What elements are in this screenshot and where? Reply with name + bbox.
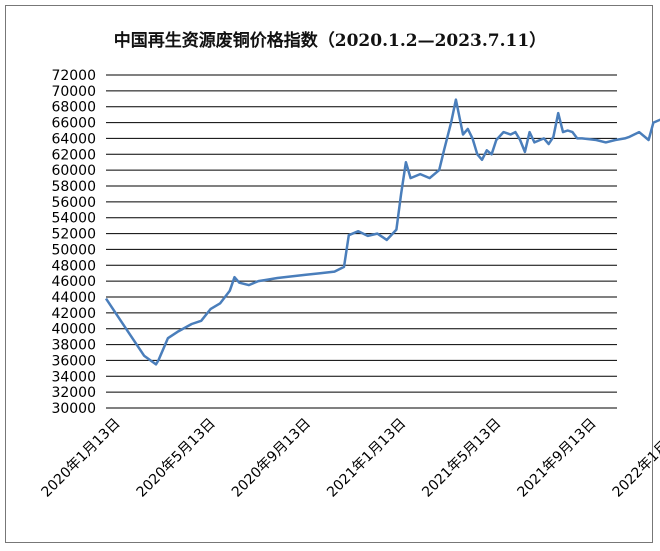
y-tick-label: 52000 (51, 227, 96, 243)
x-tick-label: 2021年1月13日 (324, 416, 409, 501)
y-tick-label: 38000 (51, 338, 96, 354)
y-tick-label: 44000 (51, 290, 96, 306)
y-tick-label: 34000 (51, 369, 96, 385)
y-tick-label: 40000 (51, 322, 96, 338)
y-tick-label: 50000 (51, 242, 96, 258)
x-tick-label: 2020年5月13日 (134, 416, 219, 501)
y-tick-label: 70000 (51, 84, 96, 100)
y-tick-label: 36000 (51, 353, 96, 369)
y-tick-label: 64000 (51, 131, 96, 147)
y-tick-label: 42000 (51, 306, 96, 322)
y-tick-label: 60000 (51, 163, 96, 179)
y-tick-label: 72000 (51, 68, 96, 84)
series-line (104, 98, 660, 366)
y-tick-label: 56000 (51, 195, 96, 211)
series-group (104, 98, 660, 366)
chart-title: 中国再生资源废铜价格指数（2020.1.2—2023.7.11） (113, 31, 547, 51)
x-tick-label: 2021年5月13日 (419, 416, 504, 501)
y-axis-ticks: 3000032000340003600038000400004200044000… (51, 68, 96, 417)
y-tick-label: 68000 (51, 100, 96, 116)
x-tick-label: 2020年9月13日 (229, 416, 314, 501)
y-tick-label: 58000 (51, 179, 96, 195)
y-tick-label: 62000 (51, 147, 96, 163)
y-tick-label: 46000 (51, 274, 96, 290)
x-tick-label: 2022年1月13日 (610, 416, 660, 501)
x-tick-label: 2020年1月13日 (38, 416, 123, 501)
y-tick-label: 30000 (51, 401, 96, 417)
chart-frame (5, 5, 653, 543)
y-tick-label: 32000 (51, 385, 96, 401)
x-tick-label: 2021年9月13日 (514, 416, 599, 501)
x-axis-ticks: 2020年1月13日 2020年5月13日 2020年9月13日 2021年1月13日… (38, 416, 660, 501)
y-tick-label: 66000 (51, 116, 96, 132)
y-tick-label: 48000 (51, 258, 96, 274)
y-tick-label: 54000 (51, 211, 96, 227)
